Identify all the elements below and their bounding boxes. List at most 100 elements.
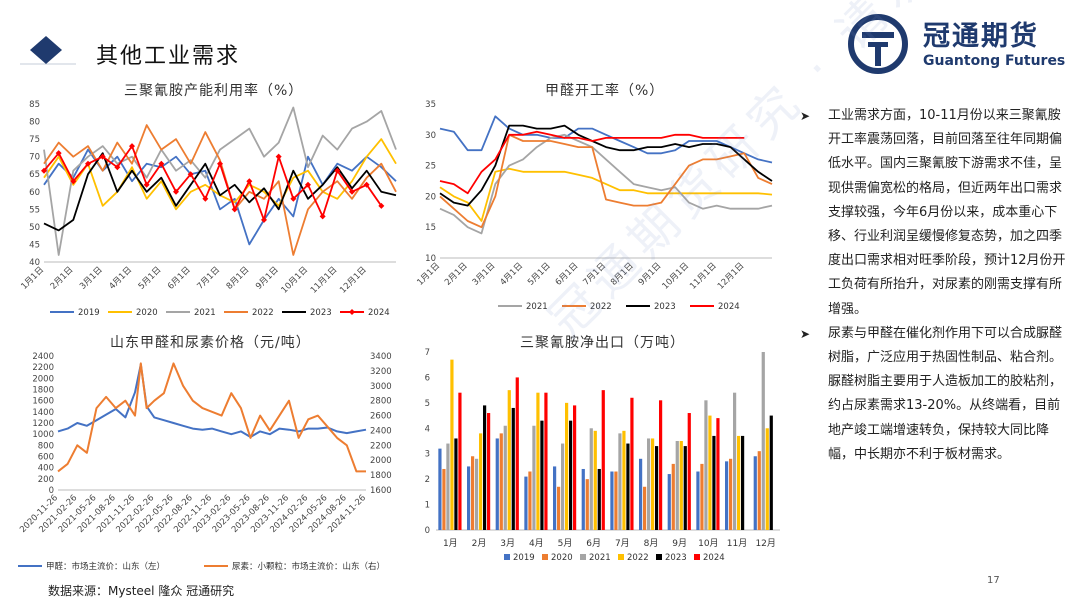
y-tick-label: 30 [425,131,436,141]
bar [704,400,708,530]
logo-text-cn: 冠通期货 [923,21,1039,52]
x-tick-label: 11月 [727,538,747,549]
bar [573,405,577,530]
bullet-paragraph: ➤ 尿素与甲醛在催化剂作用下可以合成脲醛树脂，广泛应用于热固性制品、粘合剂。脲醛… [800,322,1070,467]
x-tick-label: 8月 [644,538,659,549]
x-tick-label: 4月1日 [498,261,525,288]
legend-swatch [542,554,548,560]
y-tick-label: 60 [29,188,40,198]
legend-label: 2021 [194,308,216,318]
legend-label: 2020 [551,553,573,563]
x-tick-label: 10月1日 [661,261,692,292]
bar [532,425,536,530]
bar [679,441,683,530]
series-line [439,124,773,207]
bar [712,435,716,530]
y-tick-label: 65 [29,170,40,180]
y-tick-label: 85 [29,100,40,110]
y-tick-label: 2000 [370,456,392,466]
data-point [246,178,253,185]
bar [515,377,519,530]
y-tick-label: 3000 [370,382,392,392]
bar [651,438,655,530]
series-line [43,124,397,256]
chart-svg: 0 1 2 3 4 5 6 7 1月 2月 3月 4月 5月 6月 7月 8月 9月 10月 11月 12月 2019 2… [425,348,780,563]
data-point [158,160,165,167]
data-point [41,167,47,174]
x-tick-label: 12月 [755,538,775,549]
data-point [202,195,209,202]
legend-label: 2022 [590,302,612,312]
x-tick-label: 1月 [443,538,458,549]
x-tick-label: 2月1日 [49,265,76,292]
series-line [57,362,366,473]
bar [733,392,737,530]
chart-title: 甲醛开工率（%） [545,83,665,99]
legend-label: 2022 [627,553,649,563]
legend-label: 2021 [589,553,611,563]
bar [438,448,442,530]
bar [536,392,540,530]
bar [618,433,622,530]
x-tick-label: 1月1日 [19,265,46,292]
y-tick-label: 35 [425,100,436,110]
bar [446,443,450,530]
chart-title: 三聚氰胺净出口（万吨） [520,335,685,351]
bar [475,458,479,530]
legend-label: 2024 [718,302,740,312]
data-point [363,181,370,188]
y-tick-label: 200 [38,475,54,485]
bar [450,359,454,530]
legend-label: 2020 [136,308,158,318]
series-line [43,106,397,256]
bar [544,392,548,530]
bar [683,446,687,530]
legend-swatch [504,554,510,560]
x-tick-label: 11月1日 [688,261,719,292]
bullet-paragraph: ➤ 工业需求方面，10-11月份以来三聚氰胺开工率震荡回落，目前回落至往年同期偏… [800,104,1070,322]
data-point [231,206,238,213]
data-point [261,216,267,223]
data-point [319,213,326,220]
bar [585,479,589,530]
data-point [305,181,311,188]
title-diamond-icon [20,36,76,65]
y-tick-label: 5 [425,399,430,409]
bar [614,471,618,530]
legend-label: 2023 [310,308,332,318]
bar [528,471,532,530]
logo-text-en: Guantong Futures [923,53,1066,69]
legend-label: 2019 [78,308,100,318]
paragraph-1: 工业需求方面，10-11月份以来三聚氰胺开工率震荡回落，目前回落至往年同期偏低水… [828,108,1066,317]
bar [769,415,773,530]
bar [524,476,528,530]
y-tick-label: 3200 [370,367,392,377]
y-tick-label: 15 [425,223,436,233]
x-tick-label: 2月 [472,538,487,549]
chart-formaldehyde-utilization: 甲醛开工率（%） 10 15 20 25 30 35 1月1日 2月1日 3月1日 4月1日 5月1… [410,76,780,326]
bar [630,397,634,530]
bar [487,413,491,530]
bar [479,433,483,530]
bar [626,443,630,530]
y-tick-label: 25 [425,162,436,172]
data-point [85,160,91,167]
data-point [70,178,77,185]
data-point [129,143,135,150]
bar [647,438,651,530]
x-tick-label: 9月 [672,538,687,549]
data-point [378,202,385,209]
x-tick-label: 10月1日 [280,265,311,296]
bar [553,466,557,530]
y-tick-label: 80 [29,118,40,128]
y-tick-label: 6 [425,373,430,383]
y-tick-label: 7 [425,348,430,358]
arrow-bullet-icon: ➤ [800,326,811,341]
paragraph-2: 尿素与甲醛在催化剂作用下可以合成脲醛树脂，广泛应用于热固性制品、粘合剂。脲醛树脂… [828,325,1063,462]
series-line [439,133,773,235]
x-tick-label: 3月1日 [471,261,498,288]
legend-swatch [618,554,624,560]
y-tick-label: 50 [29,223,40,233]
y-tick-label: 600 [38,453,54,463]
